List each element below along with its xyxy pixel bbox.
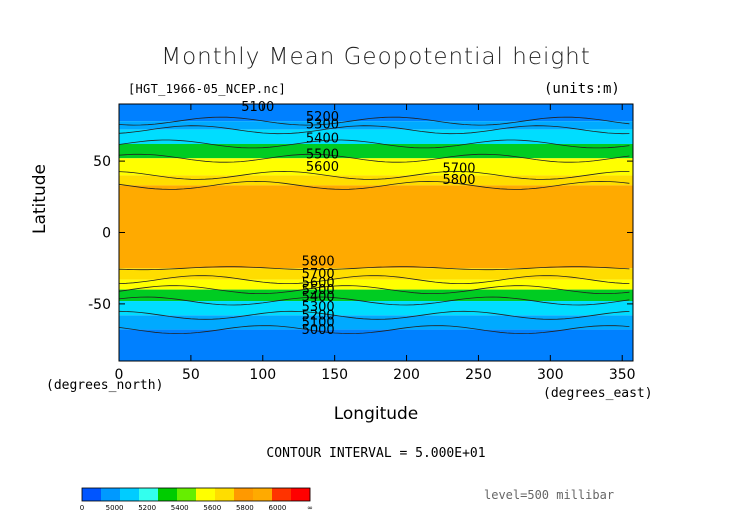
contour-line-4 [118,153,630,163]
file-label: [HGT_1966-05_NCEP.nc] [128,82,287,96]
colorbar-label-7: ∞ [307,504,313,512]
contour-interval-text: CONTOUR INTERVAL = 5.000E+01 [266,446,486,461]
contour-line-8 [118,275,630,284]
contour-line-9 [118,285,630,294]
contour-line-12 [118,325,630,335]
colorbar-label-5: 5800 [236,504,254,512]
contour-label-1: 5200 [306,110,339,125]
y-axis-unit: (degrees_north) [46,378,164,393]
colorbar-cell-6 [196,488,216,501]
band-4 [119,158,633,176]
level-text: level=500 millibar [484,488,615,502]
x-axis-label: Longitude [333,404,419,424]
x-tick-label-4: 200 [393,367,420,383]
contour-label-13: 5300 [302,300,335,315]
contour-label-14: 5200 [302,309,335,324]
chart-title: Monthly Mean Geopotential height [161,44,591,70]
colorbar-cell-8 [234,488,254,501]
band-8 [119,279,633,290]
band-5 [119,175,633,186]
colorbar-label-3: 5400 [171,504,189,512]
contour-line-1 [118,116,630,126]
contour-line-6 [118,180,630,190]
contour-label-4: 5500 [306,147,339,162]
contour-line-2 [118,125,630,135]
colorbar-cell-10 [272,488,292,501]
band-1 [119,121,633,130]
colorbar-cell-0 [82,488,102,501]
colorbar-cell-4 [158,488,178,501]
band-3 [119,143,633,159]
contour-label-10: 5600 [302,276,335,291]
y-tick-label-1: 0 [102,226,111,242]
contour-label-3: 5400 [306,132,339,147]
contour-label-15: 5100 [302,316,335,331]
contour-label-6: 5700 [442,162,475,177]
colorbar-label-0: 0 [80,504,84,512]
band-0 [119,104,633,122]
contour-label-2: 5300 [306,117,339,132]
contour-label-11: 5500 [302,283,335,298]
contour-label-12: 5400 [302,290,335,305]
contour-label-8: 5800 [302,254,335,269]
x-tick-label-7: 350 [609,367,636,383]
colorbar-cell-1 [101,488,121,501]
colorbar-label-6: 6000 [269,504,287,512]
contour-label-5: 5600 [306,160,339,175]
contour-label-16: 5000 [302,323,335,338]
colorbar-label-1: 5000 [106,504,124,512]
x-tick-label-5: 250 [465,367,492,383]
contour-line-3 [118,139,630,149]
colorbar-cell-7 [215,488,235,501]
contour-line-10 [118,296,630,306]
units-label: (units:m) [544,81,620,97]
band-12 [119,329,633,361]
contour-line-5 [118,170,630,180]
y-tick-label-0: 50 [93,154,111,170]
y-tick-label-2: -50 [88,297,111,313]
colorbar-cell-11 [291,488,311,501]
x-tick-label-0: 0 [115,367,124,383]
band-11 [119,315,633,330]
colorbar-cell-3 [139,488,159,501]
x-tick-label-2: 100 [249,367,276,383]
colorbar-cell-9 [253,488,273,501]
band-6 [119,185,633,269]
contour-label-9: 5700 [302,267,335,282]
colorbar-cell-2 [120,488,140,501]
x-axis-unit: (degrees_east) [543,386,653,401]
x-tick-label-6: 300 [537,367,564,383]
contour-line-11 [118,310,630,320]
contour-label-0: 5100 [241,100,274,115]
band-9 [119,289,633,302]
contour-label-7: 5800 [442,173,475,188]
colorbar-label-2: 5200 [138,504,156,512]
x-tick-label-1: 50 [182,367,200,383]
contour-line-7 [118,266,630,271]
colorbar-frame [81,487,311,502]
band-7 [119,268,633,280]
colorbar-label-4: 5600 [203,504,221,512]
x-tick-label-3: 150 [321,367,348,383]
colorbar-cell-5 [177,488,197,501]
